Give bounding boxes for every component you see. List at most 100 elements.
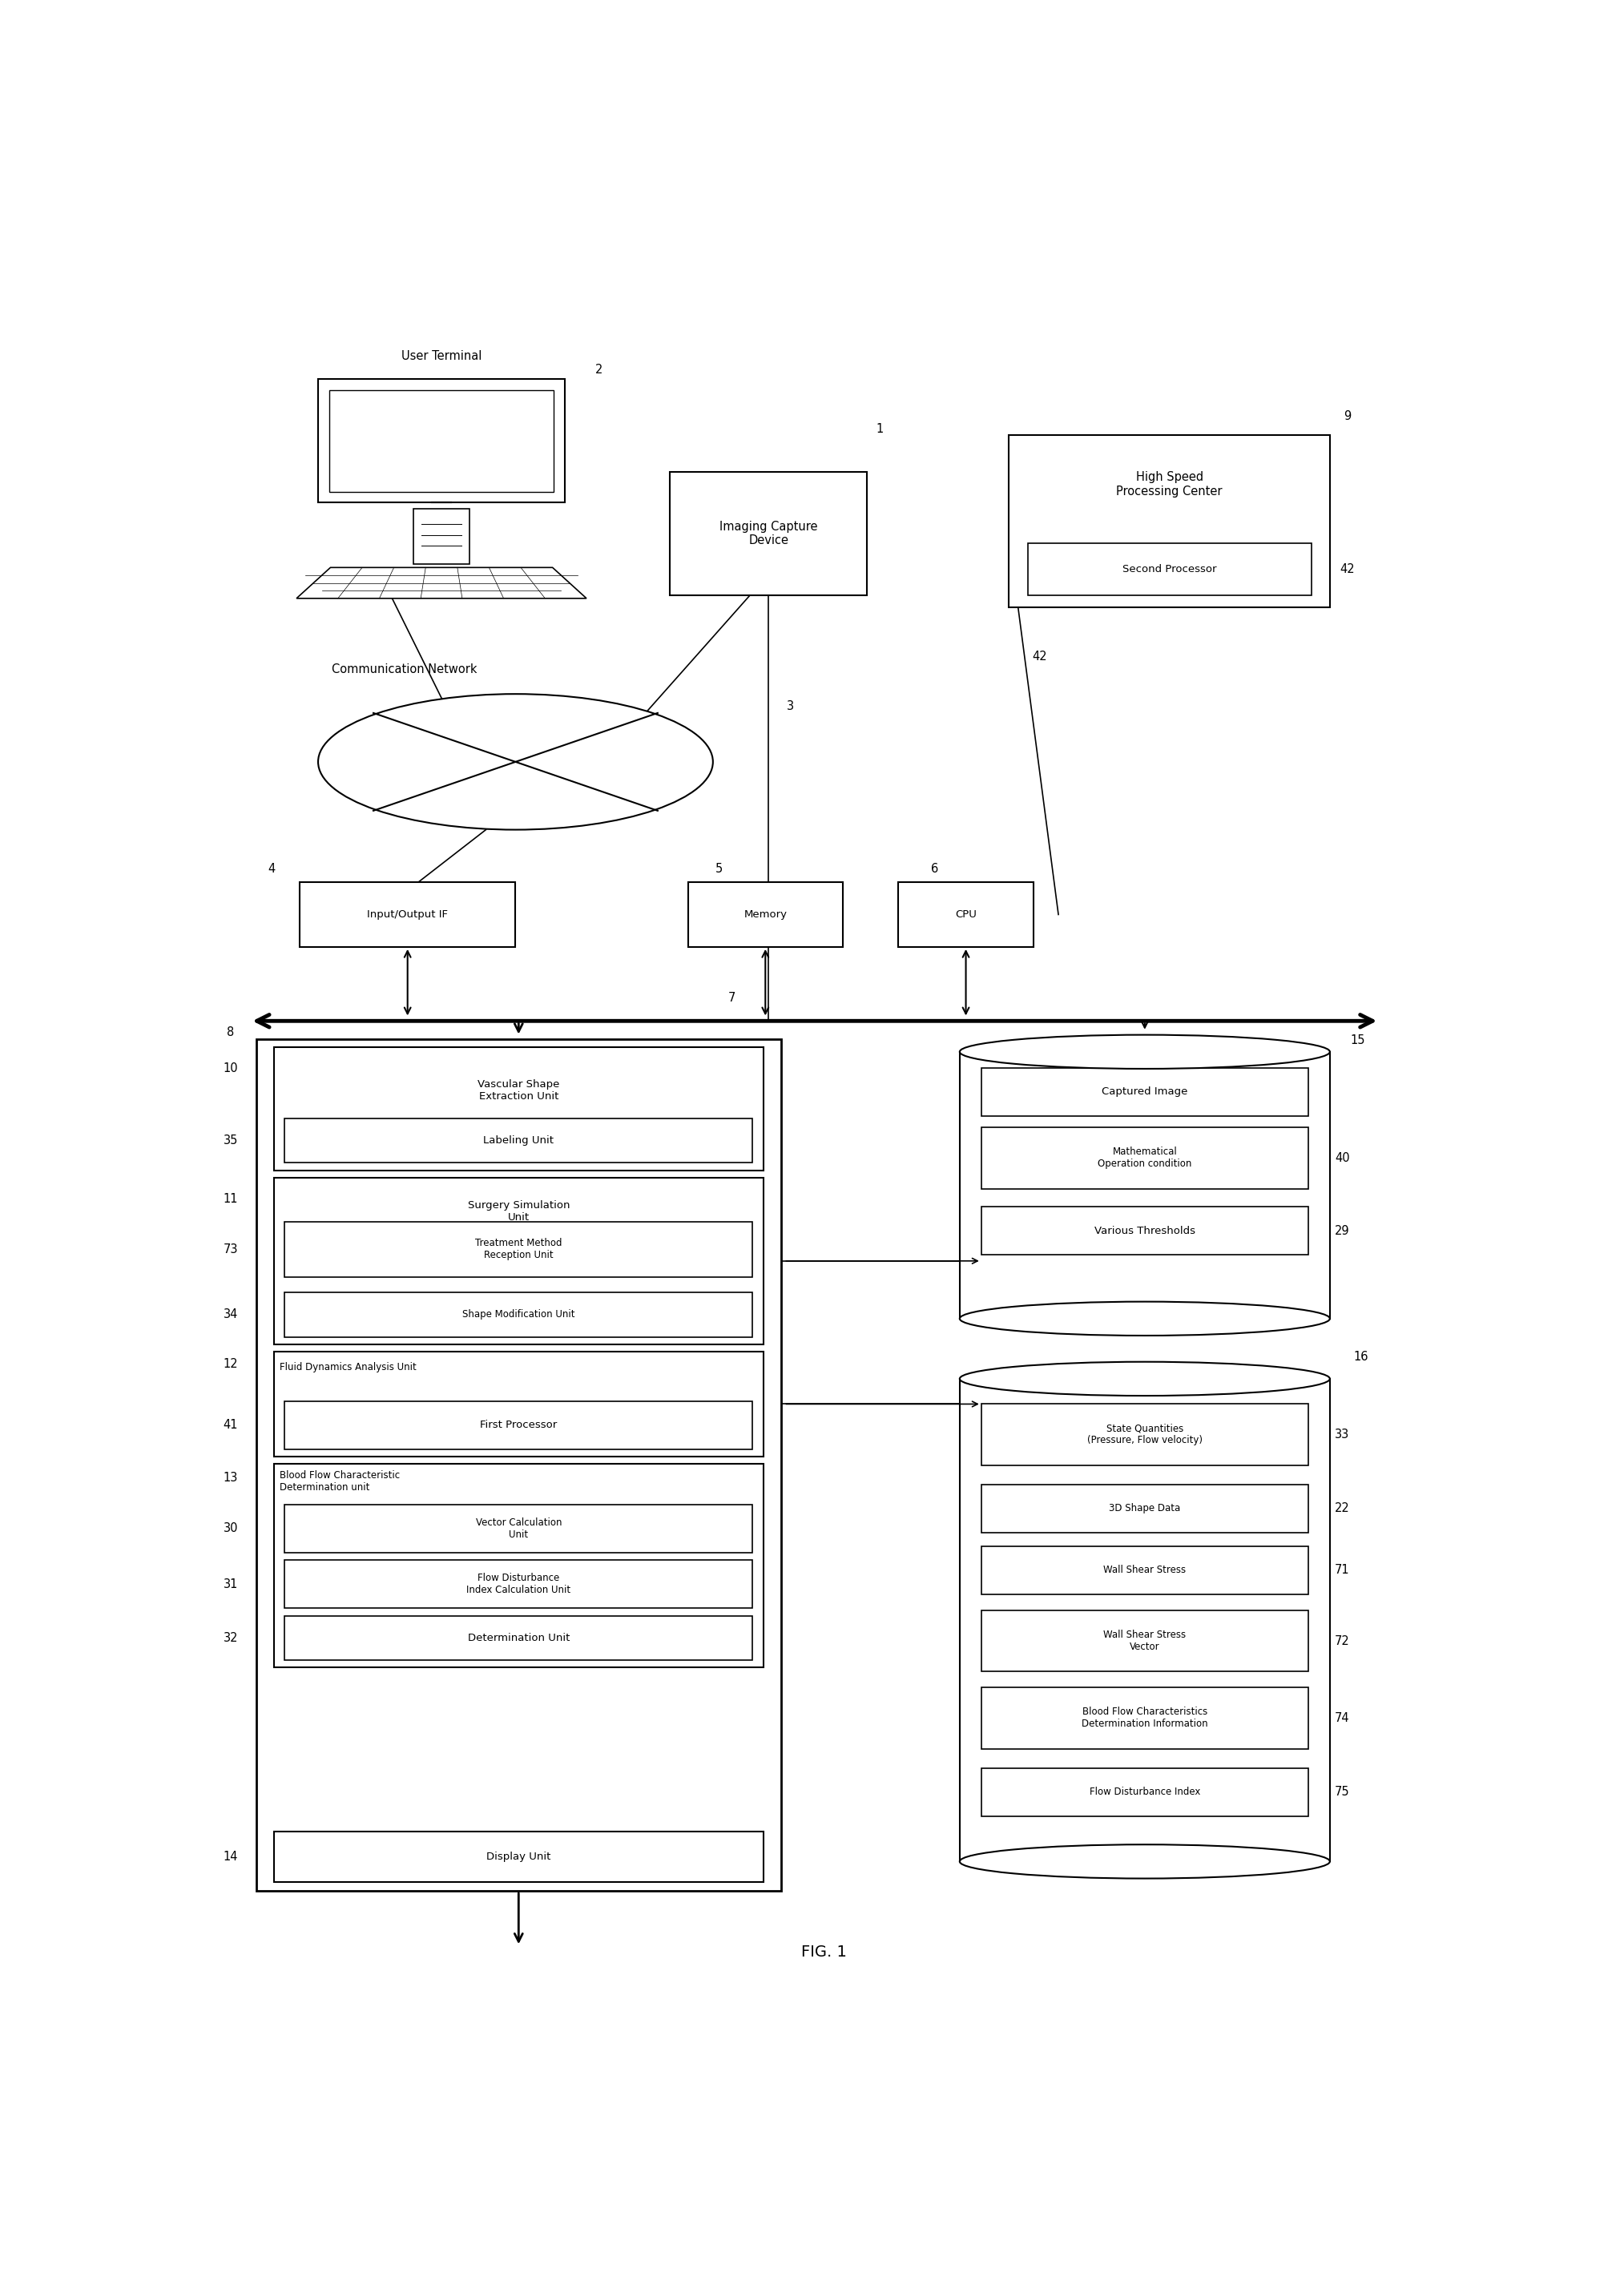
Text: Captured Image: Captured Image bbox=[1101, 1086, 1187, 1098]
FancyBboxPatch shape bbox=[274, 1464, 763, 1667]
FancyBboxPatch shape bbox=[981, 1127, 1309, 1189]
Text: 73: 73 bbox=[222, 1243, 237, 1255]
Text: 30: 30 bbox=[222, 1523, 237, 1535]
Ellipse shape bbox=[960, 1362, 1330, 1396]
Text: 9: 9 bbox=[1343, 410, 1351, 421]
Text: 6: 6 bbox=[931, 863, 939, 874]
Text: Shape Modification Unit: Shape Modification Unit bbox=[463, 1309, 575, 1321]
FancyBboxPatch shape bbox=[284, 1220, 752, 1277]
Text: 32: 32 bbox=[222, 1633, 237, 1644]
FancyBboxPatch shape bbox=[284, 1293, 752, 1337]
Text: 34: 34 bbox=[222, 1309, 237, 1321]
FancyBboxPatch shape bbox=[981, 1546, 1309, 1594]
FancyBboxPatch shape bbox=[981, 1403, 1309, 1464]
Ellipse shape bbox=[318, 694, 713, 829]
Text: 16: 16 bbox=[1353, 1350, 1367, 1364]
Text: 3D Shape Data: 3D Shape Data bbox=[1109, 1503, 1181, 1514]
Text: Second Processor: Second Processor bbox=[1122, 565, 1216, 574]
Text: 11: 11 bbox=[222, 1193, 237, 1205]
FancyBboxPatch shape bbox=[689, 881, 843, 947]
Text: 42: 42 bbox=[1033, 651, 1047, 663]
Text: Flow Disturbance
Index Calculation Unit: Flow Disturbance Index Calculation Unit bbox=[466, 1573, 570, 1596]
FancyBboxPatch shape bbox=[330, 389, 554, 492]
FancyBboxPatch shape bbox=[274, 1047, 763, 1170]
Ellipse shape bbox=[960, 1302, 1330, 1337]
Text: Vector Calculation
Unit: Vector Calculation Unit bbox=[476, 1516, 562, 1539]
FancyBboxPatch shape bbox=[1028, 542, 1311, 594]
FancyBboxPatch shape bbox=[960, 1052, 1330, 1318]
Text: 74: 74 bbox=[1335, 1712, 1350, 1724]
Text: High Speed
Processing Center: High Speed Processing Center bbox=[1116, 471, 1223, 496]
Text: First Processor: First Processor bbox=[481, 1421, 557, 1430]
Text: 31: 31 bbox=[222, 1578, 237, 1589]
FancyBboxPatch shape bbox=[981, 1610, 1309, 1671]
Text: Imaging Capture
Device: Imaging Capture Device bbox=[719, 521, 817, 546]
FancyBboxPatch shape bbox=[284, 1505, 752, 1553]
Text: 75: 75 bbox=[1335, 1785, 1350, 1799]
Text: Flow Disturbance Index: Flow Disturbance Index bbox=[1090, 1787, 1200, 1797]
Text: Mathematical
Operation condition: Mathematical Operation condition bbox=[1098, 1148, 1192, 1168]
Text: Vascular Shape
Extraction Unit: Vascular Shape Extraction Unit bbox=[477, 1079, 560, 1102]
Text: 1: 1 bbox=[875, 424, 883, 435]
Text: 15: 15 bbox=[1350, 1034, 1366, 1047]
FancyBboxPatch shape bbox=[274, 1831, 763, 1883]
Text: 72: 72 bbox=[1335, 1635, 1350, 1646]
Ellipse shape bbox=[960, 1034, 1330, 1068]
FancyBboxPatch shape bbox=[669, 471, 867, 594]
Text: User Terminal: User Terminal bbox=[401, 351, 482, 362]
Text: Determination Unit: Determination Unit bbox=[468, 1633, 570, 1644]
Text: Blood Flow Characteristics
Determination Information: Blood Flow Characteristics Determination… bbox=[1082, 1708, 1208, 1728]
Text: 8: 8 bbox=[227, 1027, 234, 1038]
Text: 2: 2 bbox=[594, 364, 603, 376]
Text: 35: 35 bbox=[222, 1134, 237, 1148]
FancyBboxPatch shape bbox=[299, 881, 515, 947]
FancyBboxPatch shape bbox=[981, 1767, 1309, 1817]
Text: FIG. 1: FIG. 1 bbox=[801, 1945, 846, 1960]
Text: 40: 40 bbox=[1335, 1152, 1350, 1164]
Text: Input/Output IF: Input/Output IF bbox=[367, 909, 448, 920]
Text: 3: 3 bbox=[786, 701, 794, 713]
Text: Wall Shear Stress: Wall Shear Stress bbox=[1103, 1564, 1186, 1576]
FancyBboxPatch shape bbox=[274, 1177, 763, 1343]
Text: 10: 10 bbox=[222, 1063, 239, 1075]
Text: 12: 12 bbox=[222, 1357, 239, 1371]
Text: 7: 7 bbox=[728, 990, 736, 1004]
Polygon shape bbox=[297, 567, 586, 599]
Text: 41: 41 bbox=[222, 1419, 237, 1430]
Text: 29: 29 bbox=[1335, 1225, 1350, 1236]
Text: Fluid Dynamics Analysis Unit: Fluid Dynamics Analysis Unit bbox=[279, 1362, 417, 1373]
FancyBboxPatch shape bbox=[318, 380, 565, 503]
FancyBboxPatch shape bbox=[981, 1068, 1309, 1116]
Text: 13: 13 bbox=[222, 1471, 237, 1485]
FancyBboxPatch shape bbox=[981, 1687, 1309, 1749]
FancyBboxPatch shape bbox=[898, 881, 1034, 947]
Text: 5: 5 bbox=[716, 863, 723, 874]
FancyBboxPatch shape bbox=[284, 1118, 752, 1164]
Text: Blood Flow Characteristic
Determination unit: Blood Flow Characteristic Determination … bbox=[279, 1471, 400, 1491]
FancyBboxPatch shape bbox=[960, 1380, 1330, 1863]
FancyBboxPatch shape bbox=[284, 1617, 752, 1660]
Text: 22: 22 bbox=[1335, 1503, 1350, 1514]
FancyBboxPatch shape bbox=[284, 1560, 752, 1608]
FancyBboxPatch shape bbox=[981, 1207, 1309, 1255]
Text: 14: 14 bbox=[222, 1851, 237, 1863]
Text: Display Unit: Display Unit bbox=[487, 1851, 551, 1863]
Text: Surgery Simulation
Unit: Surgery Simulation Unit bbox=[468, 1200, 570, 1223]
FancyBboxPatch shape bbox=[414, 508, 469, 565]
Text: Labeling Unit: Labeling Unit bbox=[484, 1136, 554, 1145]
Text: Memory: Memory bbox=[744, 909, 788, 920]
FancyBboxPatch shape bbox=[981, 1485, 1309, 1532]
Text: Wall Shear Stress
Vector: Wall Shear Stress Vector bbox=[1103, 1630, 1186, 1653]
Text: 71: 71 bbox=[1335, 1564, 1350, 1576]
Ellipse shape bbox=[960, 1844, 1330, 1879]
Text: 4: 4 bbox=[268, 863, 276, 874]
Text: State Quantities
(Pressure, Flow velocity): State Quantities (Pressure, Flow velocit… bbox=[1086, 1423, 1202, 1446]
Text: 33: 33 bbox=[1335, 1428, 1350, 1441]
Text: Communication Network: Communication Network bbox=[331, 663, 477, 676]
FancyBboxPatch shape bbox=[274, 1353, 763, 1457]
Text: CPU: CPU bbox=[955, 909, 976, 920]
FancyBboxPatch shape bbox=[284, 1400, 752, 1448]
FancyBboxPatch shape bbox=[257, 1041, 781, 1890]
Text: 42: 42 bbox=[1340, 562, 1354, 576]
Text: Treatment Method
Reception Unit: Treatment Method Reception Unit bbox=[476, 1239, 562, 1261]
